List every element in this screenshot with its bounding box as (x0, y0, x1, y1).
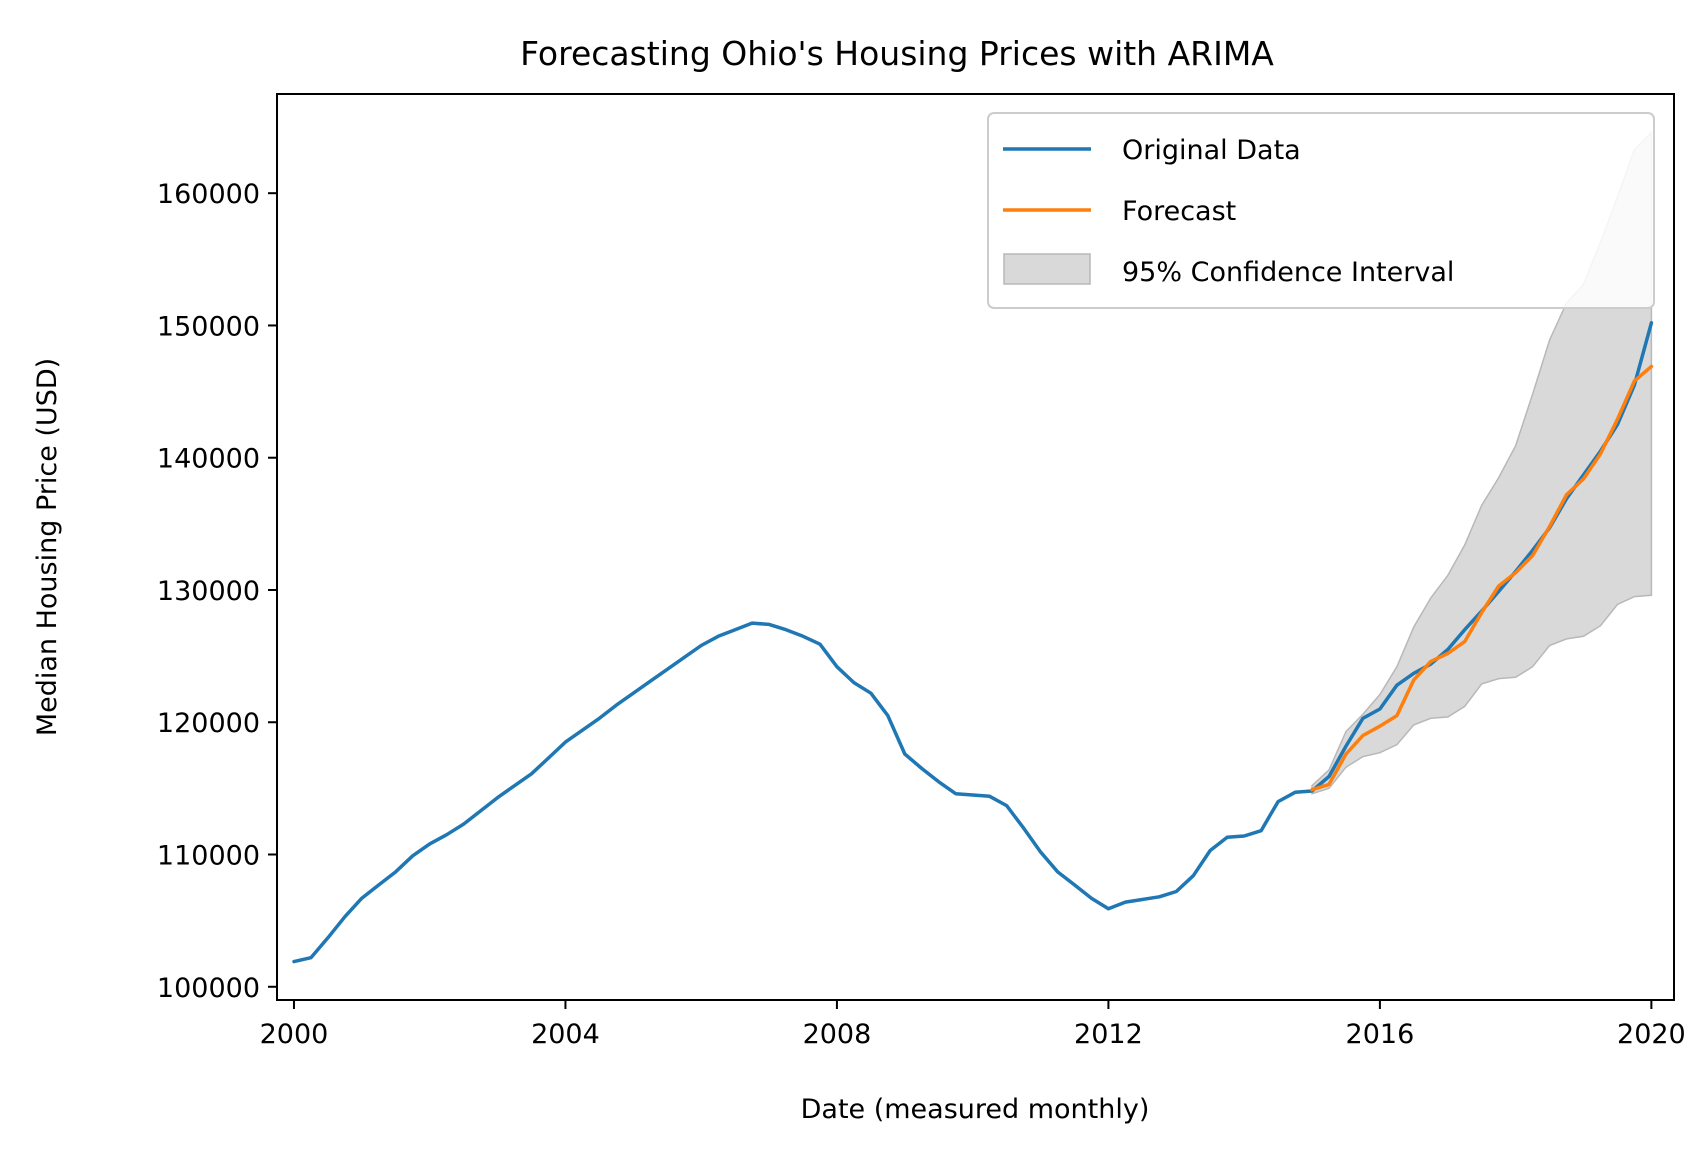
y-tick-label: 130000 (157, 576, 260, 607)
y-tick-label: 140000 (157, 444, 260, 475)
x-tick-label: 2004 (531, 1019, 600, 1050)
x-axis-label: Date (measured monthly) (801, 1094, 1150, 1125)
legend-label-forecast: Forecast (1122, 196, 1236, 227)
legend-label-original-data: Original Data (1122, 135, 1301, 166)
plot-area-frame (276, 93, 1675, 1001)
x-tick-label: 2000 (260, 1019, 329, 1050)
legend: Original Data Forecast 95% Confidence In… (987, 112, 1655, 309)
legend-label-confidence-interval: 95% Confidence Interval (1122, 257, 1454, 288)
x-tick-label: 2016 (1346, 1019, 1415, 1050)
confidence-interval-band (1311, 130, 1653, 795)
legend-swatch-confidence-interval (1003, 253, 1091, 285)
y-tick-label: 150000 (157, 311, 260, 342)
legend-box (987, 112, 1655, 309)
y-tick-label: 120000 (157, 708, 260, 739)
y-tick-label: 160000 (157, 179, 260, 210)
confidence-interval-band-layer (1311, 130, 1653, 795)
y-axis-ticks: 100000 110000 120000 130000 140000 150000 1600… (157, 179, 277, 1004)
series-lines-layer (292, 321, 1654, 964)
x-tick-label: 2008 (803, 1019, 872, 1050)
x-tick-label: 2012 (1074, 1019, 1143, 1050)
x-axis-ticks: 2000 2004 2008 2012 2016 2020 (260, 1000, 1686, 1050)
y-tick-label: 110000 (157, 841, 260, 872)
y-tick-label: 100000 (157, 973, 260, 1004)
y-axis-label: Median Housing Price (USD) (32, 358, 63, 736)
chart-title: Forecasting Ohio's Housing Prices with A… (520, 34, 1274, 73)
forecast-line (1310, 364, 1654, 792)
x-tick-label: 2020 (1617, 1019, 1686, 1050)
